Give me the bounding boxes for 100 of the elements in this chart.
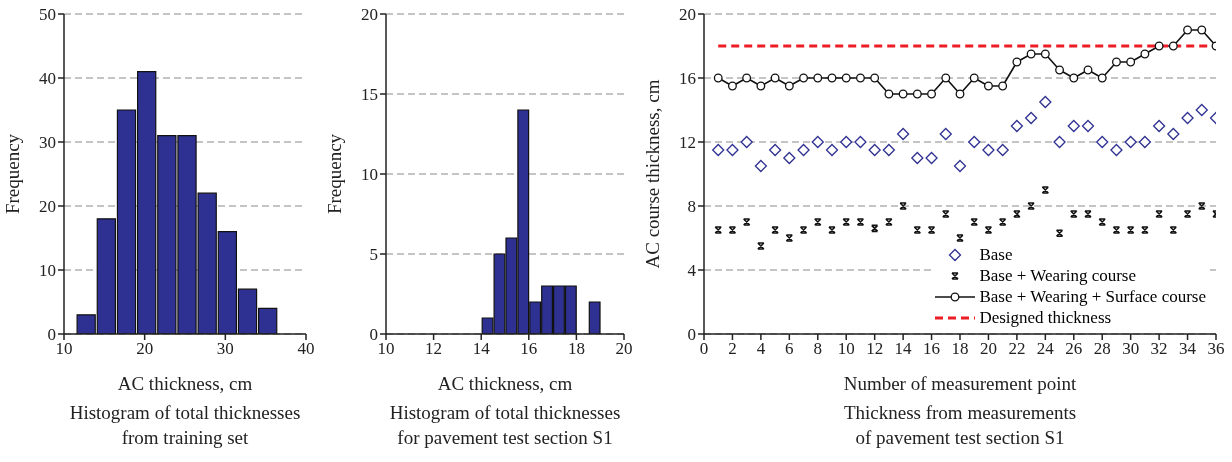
y-tick-label: 10 — [361, 165, 378, 185]
point — [855, 73, 865, 83]
point — [1067, 119, 1080, 133]
y-axis-title: Frequency — [323, 133, 345, 215]
point — [770, 73, 780, 83]
point — [1026, 49, 1036, 59]
x-tick-label: 12 — [425, 339, 443, 359]
point — [1012, 57, 1022, 67]
point — [941, 73, 951, 83]
point — [841, 73, 851, 83]
x-tick-label: 14 — [472, 339, 491, 359]
y-tick-label: 16 — [679, 69, 696, 89]
point — [742, 218, 751, 226]
point — [1096, 135, 1109, 149]
legend-label: Designed thickness — [979, 307, 1112, 328]
y-tick-label: 15 — [361, 85, 378, 105]
point — [1055, 65, 1065, 75]
point — [784, 81, 794, 91]
point — [754, 159, 768, 173]
x-tick-label: 24 — [1036, 339, 1055, 359]
point — [1039, 95, 1052, 109]
point — [939, 127, 952, 141]
point — [955, 89, 965, 99]
point — [927, 89, 937, 99]
point — [1081, 119, 1095, 133]
point — [885, 218, 893, 226]
x-tick-label: 16 — [520, 339, 538, 359]
point — [1155, 210, 1163, 218]
y-tick-label: 5 — [369, 245, 378, 265]
point — [799, 73, 809, 83]
point — [1141, 226, 1149, 234]
point — [756, 81, 766, 91]
point — [785, 234, 794, 242]
point — [913, 226, 922, 234]
point — [1041, 186, 1050, 194]
point — [941, 210, 950, 218]
point — [1027, 202, 1035, 210]
point — [1055, 229, 1064, 237]
point — [1013, 210, 1021, 218]
point — [884, 89, 894, 99]
point — [783, 151, 796, 165]
point — [998, 218, 1007, 226]
point — [728, 226, 737, 234]
point — [1195, 103, 1208, 117]
legend-label: Base + Wearing course — [979, 265, 1136, 286]
x-tick-label: 14 — [894, 339, 913, 359]
x-tick-label: 30 — [1122, 339, 1140, 359]
point — [771, 226, 779, 234]
y-tick-label: 10 — [39, 261, 56, 281]
point — [1197, 25, 1207, 35]
point — [742, 73, 752, 83]
point — [927, 226, 936, 234]
x-tick-label: 18 — [567, 339, 585, 359]
point — [1010, 119, 1024, 133]
point — [842, 218, 851, 226]
point — [1168, 41, 1178, 51]
x-axis-title: AC thickness, cm — [437, 373, 573, 394]
x-tick-label: 20 — [979, 339, 997, 359]
point — [799, 226, 808, 234]
x-tick-label: 32 — [1150, 339, 1168, 359]
point — [1083, 65, 1093, 75]
x-tick-label: 36 — [1207, 339, 1225, 359]
x-tick-label: 22 — [1008, 339, 1026, 359]
point — [1111, 57, 1121, 67]
point — [983, 81, 993, 91]
y-tick-label: 4 — [687, 261, 697, 281]
x-tick-label: 40 — [297, 339, 315, 359]
x-tick-label: 8 — [813, 339, 823, 359]
point — [984, 226, 993, 234]
point — [1154, 41, 1164, 51]
x-tick-label: 20 — [136, 339, 154, 359]
point — [1167, 127, 1180, 141]
point — [998, 81, 1008, 91]
y-tick-label: 30 — [39, 133, 56, 153]
x-tick-label: 16 — [923, 339, 941, 359]
point — [1069, 210, 1078, 218]
point — [968, 135, 981, 149]
y-tick-label: 12 — [679, 133, 696, 153]
text: Histogram of total thicknesses from training set — [68, 401, 302, 450]
point — [996, 143, 1009, 157]
point — [868, 143, 881, 157]
legend-label: Base — [979, 244, 1013, 265]
point — [768, 143, 782, 157]
point — [1097, 73, 1107, 83]
point — [969, 73, 979, 83]
point — [813, 73, 823, 83]
x-axis-title: AC thickness, cm — [117, 373, 253, 394]
point — [740, 135, 753, 149]
point — [1140, 49, 1150, 59]
x-tick-label: 28 — [1093, 339, 1111, 359]
point — [1183, 25, 1193, 35]
point — [1152, 119, 1166, 133]
point — [1169, 226, 1178, 234]
point — [970, 218, 979, 226]
point — [1069, 73, 1079, 83]
point — [896, 127, 910, 141]
point — [757, 242, 765, 250]
y-tick-label: 20 — [361, 5, 378, 25]
text: Histogram of total thicknesses for pavement test section S1 — [388, 401, 622, 450]
point — [727, 81, 737, 91]
